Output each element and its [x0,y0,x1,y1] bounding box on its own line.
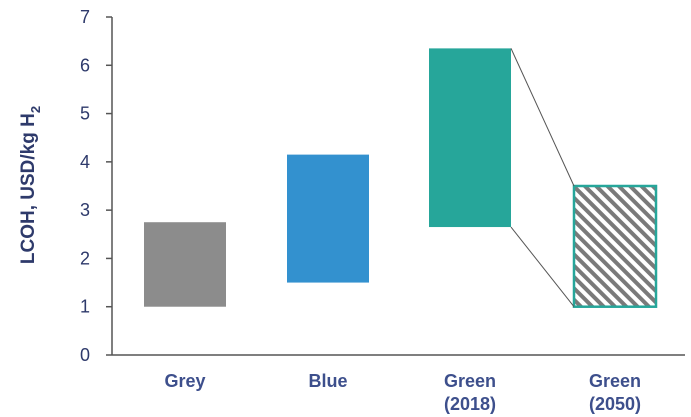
bar-2 [429,48,511,228]
x-category-label-line2: (2050) [589,394,641,414]
y-tick-label: 4 [80,152,90,172]
y-tick-label: 1 [80,297,90,317]
x-category-label: Green [444,371,496,391]
y-tick-label: 2 [80,248,90,268]
bar-0 [144,222,226,307]
bar-1 [287,154,369,283]
bar-3 [572,184,658,308]
x-category-label: Green [589,371,641,391]
y-axis-title: LCOH, USD/kg H2 [18,106,43,264]
x-category-label: Grey [164,371,205,391]
y-tick-label: 5 [80,104,90,124]
y-tick-label: 0 [80,345,90,365]
connector-top [510,48,575,187]
y-tick-label: 6 [80,55,90,75]
x-category-label: Blue [308,371,347,391]
y-tick-label: 7 [80,7,90,27]
connector-bottom [510,226,575,308]
x-category-label-line2: (2018) [444,394,496,414]
y-tick-label: 3 [80,200,90,220]
